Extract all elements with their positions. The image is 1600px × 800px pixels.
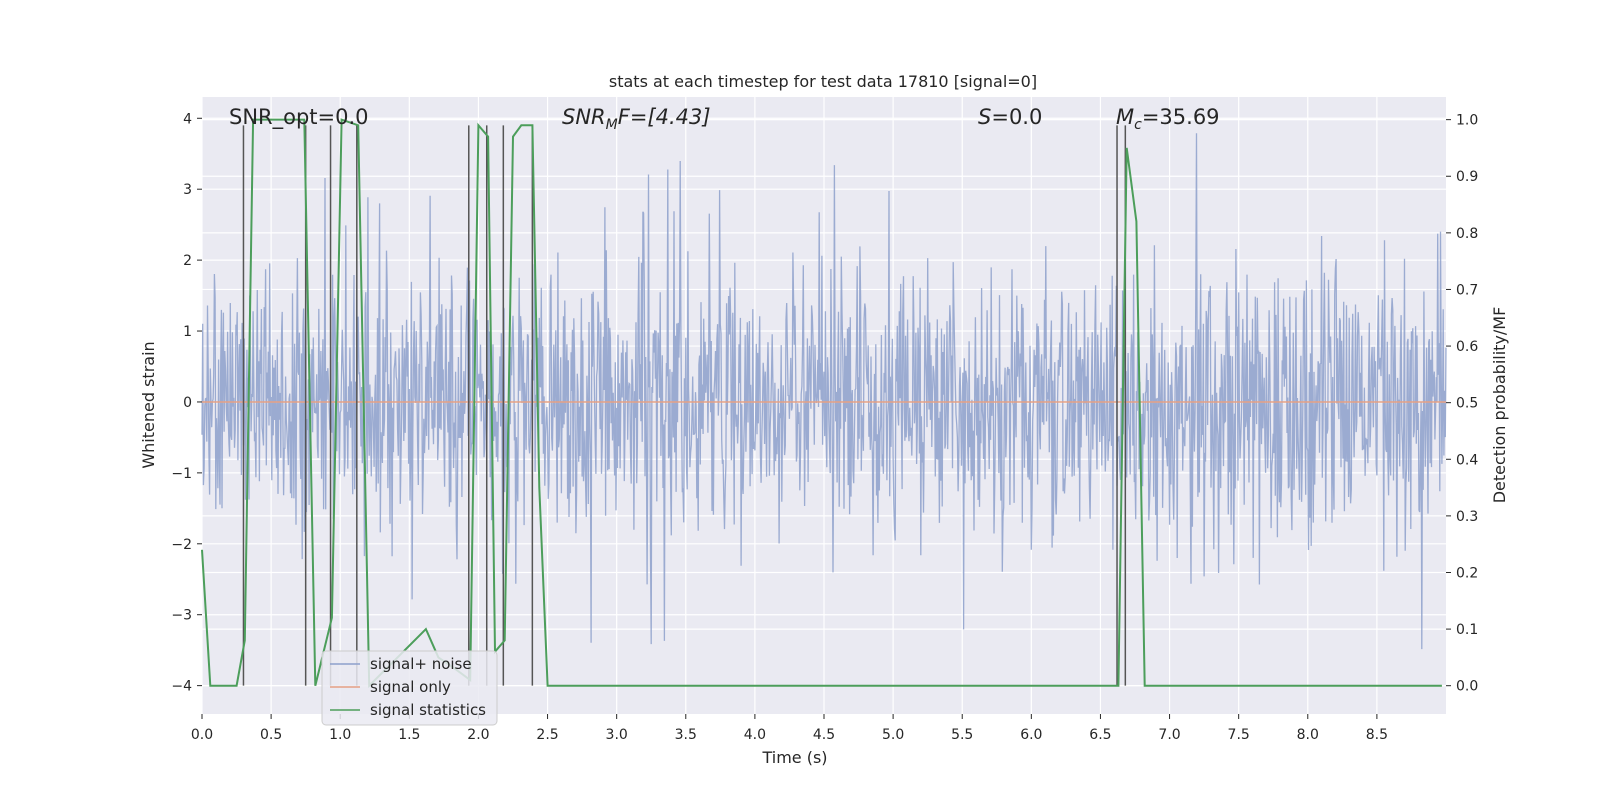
s-value: =0.0 [991,105,1042,129]
x-tick-label: 0.0 [191,727,213,743]
mc-symbol: M [1116,105,1134,129]
x-tick-label: 4.0 [744,727,766,743]
legend-label-signal-noise: signal+ noise [370,655,472,673]
x-axis-label: Time (s) [761,748,827,767]
x-tick-label: 6.5 [1089,727,1111,743]
x-axis-ticks: 0.0 0.5 1.0 1.5 2.0 2.5 3.0 3.5 4.0 4.5 5.0 5.5 6.0 6… [191,714,1388,743]
y-axis-left-ticks: −4 −3 −2 −1 0 1 2 3 4 [171,111,202,695]
mc-value: =35.69 [1142,105,1220,129]
y-right-tick-label: 0.6 [1456,339,1478,355]
snr-mf-symbol: SNR [562,105,606,129]
series-signal-noise [201,133,1447,650]
annotation-snr-mf: SNRMF=[4.43] [562,105,711,133]
y-right-tick-label: 0.8 [1456,226,1478,242]
mc-subscript: c [1134,117,1142,133]
legend-box [321,650,498,726]
y-axis-right-ticks: 0.0 0.1 0.2 0.3 0.4 0.5 0.6 0.7 0.8 0.9 1.0 [1446,113,1478,695]
legend: signal+ noise signal only signal statist… [321,650,498,726]
x-tick-label: 4.5 [813,727,835,743]
y-right-tick-label: 0.7 [1456,282,1478,298]
legend-label-signal-only: signal only [370,678,451,696]
y-tick-label: −4 [171,679,192,695]
snr-mf-subscript: M [606,117,618,133]
x-tick-label: 3.0 [606,727,628,743]
y-right-tick-label: 0.3 [1456,509,1478,525]
y-tick-label: 3 [183,182,192,198]
x-tick-label: 8.5 [1366,727,1388,743]
y-axis-label: Whitened strain [139,341,158,468]
y-tick-label: 0 [183,395,192,411]
y-right-tick-label: 0.5 [1456,396,1478,412]
x-tick-label: 1.5 [398,727,420,743]
x-tick-label: 2.0 [467,727,489,743]
legend-label-signal-statistics: signal statistics [370,701,486,719]
y-axis-right-label: Detection probability/MF [1490,307,1509,504]
x-tick-label: 3.5 [675,727,697,743]
y-tick-label: −1 [171,466,192,482]
s-symbol: S [978,105,991,129]
chart-title: stats at each timestep for test data 178… [609,72,1037,91]
x-tick-label: 2.5 [536,727,558,743]
x-tick-label: 7.0 [1158,727,1180,743]
x-tick-label: 7.5 [1228,727,1250,743]
y-right-tick-label: 0.4 [1456,452,1478,468]
x-tick-label: 0.5 [260,727,282,743]
annotation-s: S=0.0 [978,105,1042,129]
x-tick-label: 5.0 [882,727,904,743]
x-tick-label: 6.0 [1020,727,1042,743]
y-tick-label: −2 [171,537,192,553]
x-tick-label: 1.0 [329,727,351,743]
y-right-tick-label: 0.9 [1456,169,1478,185]
y-right-tick-label: 0.1 [1456,622,1478,638]
annotation-mc: Mc=35.69 [1116,105,1220,133]
y-right-tick-label: 0.0 [1456,679,1478,695]
y-tick-label: 4 [183,111,192,127]
x-tick-label: 8.0 [1297,727,1319,743]
y-tick-label: −3 [171,608,192,624]
annotation-snr-opt: SNR_opt=0.0 [229,105,369,130]
snr-mf-value: F=[4.43] [618,105,711,129]
y-tick-label: 2 [183,253,192,269]
x-tick-label: 5.5 [951,727,973,743]
noise-trace [201,133,1447,650]
y-right-tick-label: 0.2 [1456,565,1478,581]
y-right-tick-label: 1.0 [1456,113,1478,129]
y-tick-label: 1 [183,324,192,340]
